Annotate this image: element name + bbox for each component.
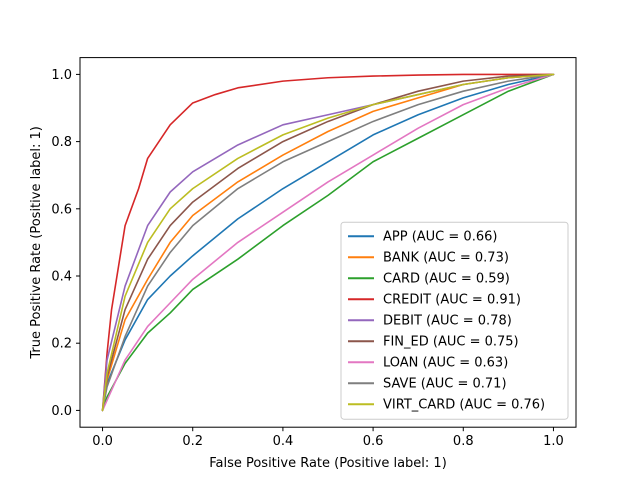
x-axis-ticks: 0.0 0.2 0.4 0.6 0.8 1.0 xyxy=(92,427,564,449)
legend-label: SAVE (AUC = 0.71) xyxy=(383,377,507,392)
x-tick-label: 1.0 xyxy=(543,434,564,449)
plot-lines xyxy=(101,73,555,412)
roc-curve-6 xyxy=(101,73,555,412)
x-tick-label: 0.0 xyxy=(92,434,113,449)
roc-curve-9 xyxy=(101,73,555,412)
legend-label: APP (AUC = 0.66) xyxy=(383,230,497,245)
roc-curve-7 xyxy=(101,73,555,412)
roc-curve-4 xyxy=(101,73,555,412)
roc-curve-3 xyxy=(101,73,555,412)
y-tick-label: 0.0 xyxy=(51,404,72,419)
legend-label: BANK (AUC = 0.73) xyxy=(383,251,509,266)
legend-label: LOAN (AUC = 0.63) xyxy=(383,356,508,371)
legend-label: DEBIT (AUC = 0.78) xyxy=(383,314,512,329)
x-tick-label: 0.4 xyxy=(273,434,294,449)
y-axis-label: True Positive Rate (Positive label: 1) xyxy=(29,126,44,360)
y-tick-label: 0.4 xyxy=(51,270,72,285)
y-tick-label: 0.6 xyxy=(51,202,72,217)
y-axis-ticks: 0.0 0.2 0.4 0.6 0.8 1.0 xyxy=(51,68,80,419)
x-tick-label: 0.8 xyxy=(453,434,474,449)
x-tick-label: 0.2 xyxy=(182,434,203,449)
y-tick-label: 0.8 xyxy=(51,135,72,150)
legend-label: CARD (AUC = 0.59) xyxy=(383,272,510,287)
legend: APP (AUC = 0.66) BANK (AUC = 0.73) CARD (A… xyxy=(340,221,569,420)
roc-curve-1 xyxy=(101,73,555,412)
x-axis-label: False Positive Rate (Positive label: 1) xyxy=(209,456,447,471)
y-tick-label: 0.2 xyxy=(51,337,72,352)
plot-frame xyxy=(79,57,577,428)
x-tick-label: 0.6 xyxy=(363,434,384,449)
y-tick-label: 1.0 xyxy=(51,68,72,83)
legend-label: CREDIT (AUC = 0.91) xyxy=(383,293,521,308)
legend-label: FIN_ED (AUC = 0.75) xyxy=(383,335,519,350)
roc-curve-8 xyxy=(101,73,555,412)
legend-label: VIRT_CARD (AUC = 0.76) xyxy=(383,398,545,413)
legend-frame xyxy=(340,221,569,420)
